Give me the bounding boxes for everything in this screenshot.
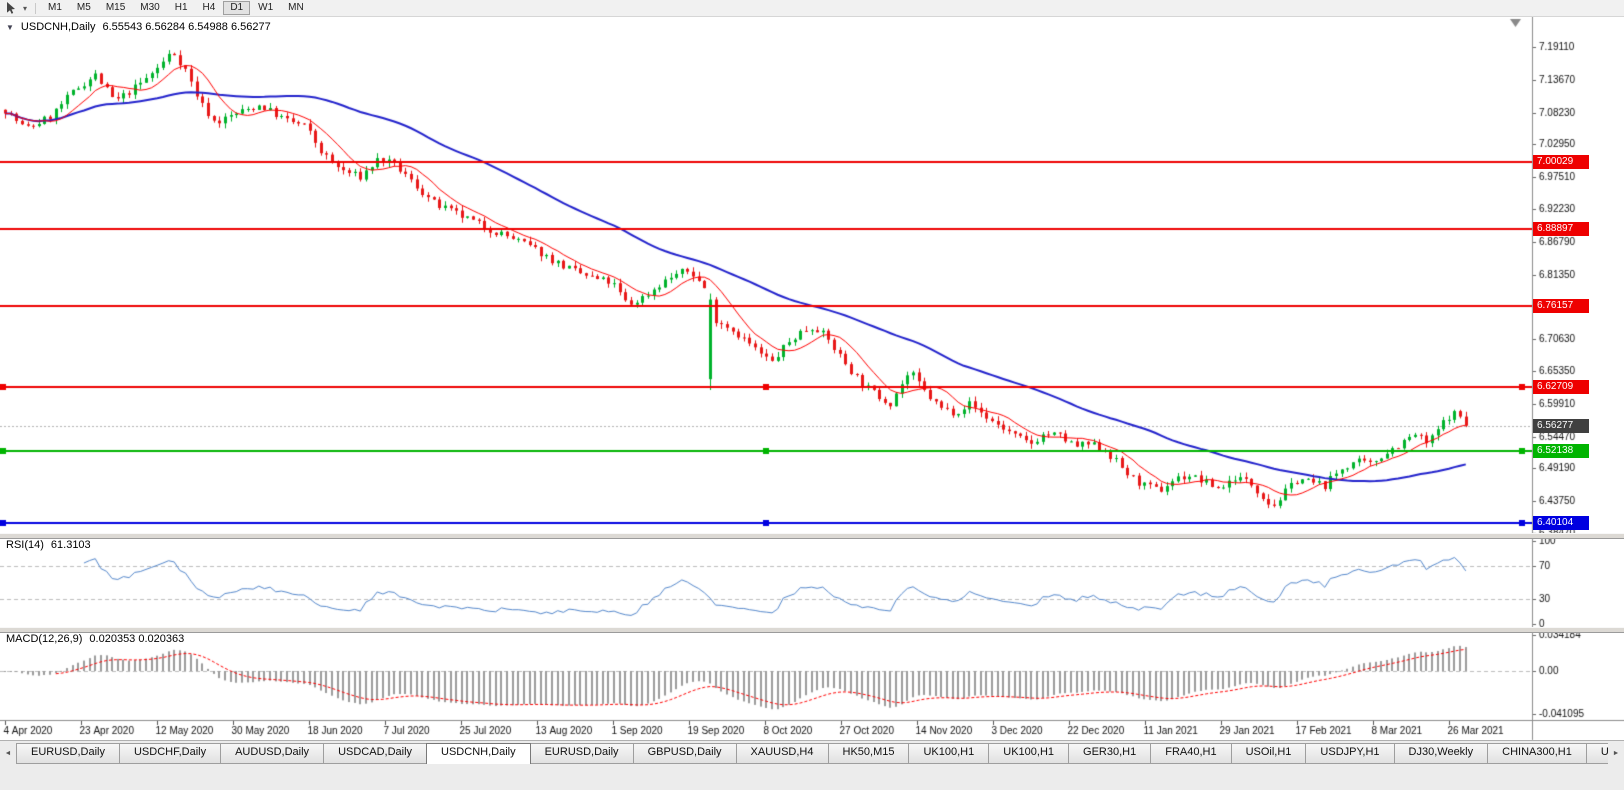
timeframe-button-mn[interactable]: MN [281, 1, 311, 15]
panel-separator[interactable] [0, 533, 1624, 539]
chart-tab-usdjpy-h1[interactable]: USDJPY,H1 [1305, 743, 1395, 764]
chart-tab-bar: ◄ EURUSD,Daily USDCHF,Daily AUDUSD,Daily US… [0, 740, 1624, 790]
tabs-scroll-left-button[interactable]: ◄ [1, 745, 15, 761]
chart-tab-eurusd-daily[interactable]: EURUSD,Daily [529, 743, 634, 764]
timeframe-button-m5[interactable]: M5 [70, 1, 98, 15]
chart-tab-uk100-h1[interactable]: UK100,H1 [908, 743, 990, 764]
chevron-down-icon: ▾ [23, 3, 28, 13]
collapse-panel-icon[interactable]: ▼ [6, 22, 14, 32]
chart-tabs: EURUSD,Daily USDCHF,Daily AUDUSD,Daily USDC… [16, 743, 1608, 764]
chart-tab-usoil-h1[interactable]: USOil,H1 [1230, 743, 1307, 764]
toolbar-separator [35, 2, 37, 14]
chart-tab-audusd-daily[interactable]: AUDUSD,Daily [220, 743, 325, 764]
cursor-tool-dropdown-button[interactable]: ▾ [20, 1, 30, 15]
cursor-tool-button[interactable] [3, 1, 19, 15]
timeframe-buttons: M1 M5 M15 M30 H1 H4 D1 W1 MN [41, 1, 311, 15]
chart-tab-fra40-h1[interactable]: FRA40,H1 [1150, 743, 1232, 764]
timeframe-button-m30[interactable]: M30 [133, 1, 166, 15]
timeframe-button-w1[interactable]: W1 [251, 1, 280, 15]
chart-tab-china300-h1[interactable]: CHINA300,H1 [1487, 743, 1587, 764]
cursor-icon [6, 2, 15, 14]
chart-tab-u[interactable]: U [1585, 743, 1608, 764]
timeframe-button-d1[interactable]: D1 [223, 1, 251, 15]
chart-tab-xauusd-h4[interactable]: XAUUSD,H4 [735, 743, 829, 764]
chart-tab-dj30-weekly[interactable]: DJ30,Weekly [1393, 743, 1489, 764]
timeframe-button-h1[interactable]: H1 [168, 1, 195, 15]
chart-tab-hk50-m15[interactable]: HK50,M15 [827, 743, 910, 764]
timeframe-button-m1[interactable]: M1 [41, 1, 69, 15]
chart-tab-uk100-h1[interactable]: UK100,H1 [988, 743, 1070, 764]
timeframe-toolbar: ▾ M1 M5 M15 M30 H1 H4 D1 W1 MN [0, 0, 1624, 17]
chart-tab-gbpusd-daily[interactable]: GBPUSD,Daily [632, 743, 737, 764]
tabs-scroll-right-button[interactable]: ► [1609, 745, 1623, 761]
timeframe-button-m15[interactable]: M15 [99, 1, 132, 15]
chart-tab-usdchf-daily[interactable]: USDCHF,Daily [118, 743, 222, 764]
panel-separator[interactable] [0, 627, 1624, 633]
chart-tab-usdcad-daily[interactable]: USDCAD,Daily [323, 743, 428, 764]
chart-tab-ger30-h1[interactable]: GER30,H1 [1068, 743, 1152, 764]
chart-tab-usdcnh-daily[interactable]: USDCNH,Daily [426, 743, 531, 764]
chart-tab-eurusd-daily[interactable]: EURUSD,Daily [16, 743, 120, 764]
timeframe-button-h4[interactable]: H4 [196, 1, 223, 15]
